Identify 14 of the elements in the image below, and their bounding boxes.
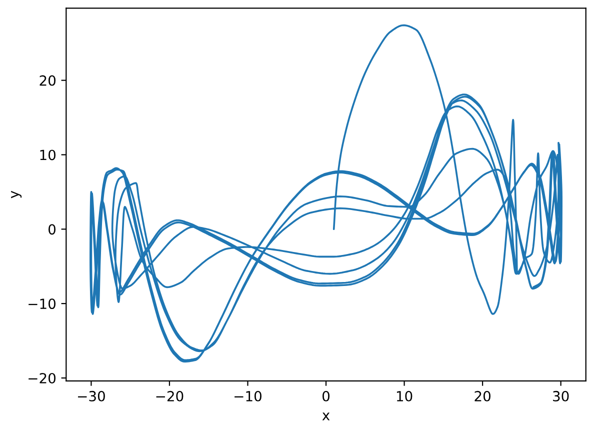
x-axis-title: x xyxy=(322,412,330,420)
x-tick-label: −10 xyxy=(234,390,262,402)
y-tick-label: 0 xyxy=(48,224,56,235)
y-axis-title: y xyxy=(11,190,22,198)
x-tick-label: 10 xyxy=(396,390,412,402)
y-tick-label: 10 xyxy=(40,150,56,160)
y-tick-label: −20 xyxy=(28,372,56,384)
y-tick-label: 20 xyxy=(40,75,56,86)
x-tick-label: −30 xyxy=(78,390,105,402)
y-tick-label: −10 xyxy=(28,298,56,310)
x-tick-label: 0 xyxy=(322,390,330,402)
x-tick-label: −20 xyxy=(156,390,184,402)
x-tick-label: 30 xyxy=(553,390,569,402)
x-tick-label: 20 xyxy=(474,390,490,402)
